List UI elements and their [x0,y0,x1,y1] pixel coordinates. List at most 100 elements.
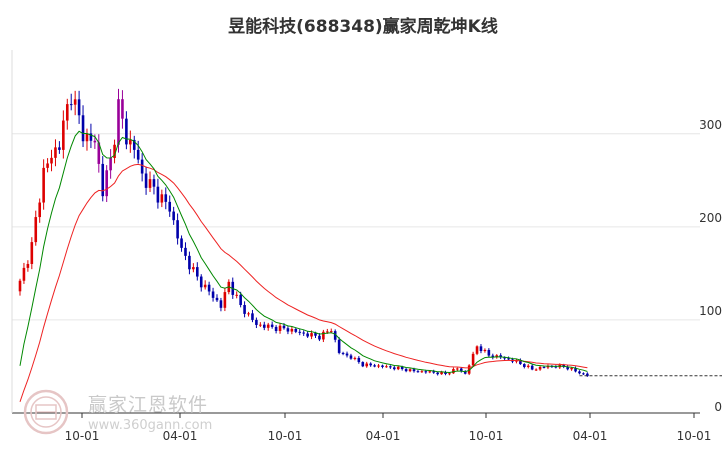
candle-body [526,365,530,367]
candle-body [507,358,510,360]
candle-body [50,157,53,164]
candle-body [121,99,124,119]
candle-body [140,159,144,174]
candle-body [396,366,400,370]
candle-body [448,373,451,375]
candle-body [353,357,357,359]
candle-body [570,368,573,370]
candle-body [306,333,309,337]
axis-layer: 0 100 200 300 10-01 04-01 10-01 04-01 10-01 04-01… [11,50,722,443]
candle-body [503,357,506,359]
candle-body [393,367,396,370]
candle-body [117,99,120,145]
candle-body [487,349,491,356]
ma-layer [19,130,722,402]
candle-body [93,140,97,143]
x-tick-label: 10-01 [677,429,712,443]
candle-body [235,294,238,296]
candle-body [538,366,542,370]
candle-body [77,99,81,116]
candle-body [89,133,93,141]
candle-body [203,284,207,288]
candle-body [215,297,219,301]
candle-body [412,369,416,372]
candle-body [58,147,61,150]
candle-body [132,139,136,150]
candle-body [369,363,372,366]
candle-body [136,149,140,160]
long-ma-line [19,163,588,402]
candle-body [479,346,483,352]
candle-body [329,331,333,333]
candle-body [109,158,112,171]
x-tick-label: 04-01 [366,429,401,443]
candle-body [459,368,463,372]
candle-body [436,372,439,375]
candle-body [302,332,305,334]
candle-body [333,331,337,340]
candle-body [239,294,242,306]
candle-body [322,331,325,340]
candle-body [125,118,128,145]
candle-body [26,263,30,268]
candle-body [318,335,321,340]
candle-body [357,357,361,363]
candle-body [365,363,369,367]
candle-body [184,247,187,256]
candle-body [148,179,152,188]
candle-body [471,353,475,366]
candle-body [408,369,412,372]
candle-body [129,139,132,145]
candle-body [278,325,282,331]
candle-body [152,179,156,187]
candle-body [542,366,546,368]
candle-body [160,194,164,203]
y-tick-label: 300 [699,118,722,132]
candle-body [113,144,116,159]
candle-body [270,324,274,327]
candle-body [377,365,380,367]
candle-body [456,368,459,370]
candle-body [475,346,479,354]
candle-body [207,284,211,292]
candle-body [428,371,432,373]
candle-body [566,366,569,370]
candle-body [416,371,420,373]
candle-body [18,280,22,292]
candle-body [314,333,317,336]
candle-body [85,133,89,142]
candle-body [582,373,585,375]
candle-body [188,255,191,270]
candle-body [62,120,65,150]
candle-body [424,371,428,373]
candle-body [97,142,101,164]
candle-body [255,319,258,325]
candle-body [420,371,424,373]
candle-body [251,313,254,320]
candle-body [259,324,262,326]
candle-body [156,186,160,203]
x-tick-label: 04-01 [573,429,608,443]
candle-body [286,328,290,332]
y-tick-label: 200 [699,211,722,225]
candle-body [199,276,203,288]
candle-body [326,331,329,333]
candle-body [30,242,34,264]
candle-body [65,104,69,121]
candle-body [290,328,294,332]
candle-body [164,194,168,202]
candle-body [463,371,467,374]
candle-body [440,372,443,375]
candle-body [42,167,45,203]
candle-body [385,366,388,368]
candle-body [54,147,57,158]
candle-body [243,305,246,314]
candle-body [578,371,581,374]
candle-body [144,173,148,188]
candle-body [337,339,341,353]
candle-body [499,355,502,358]
candle-body [491,355,495,358]
candle-body [168,201,172,212]
candle-body [404,369,408,372]
candle-body [349,355,353,359]
